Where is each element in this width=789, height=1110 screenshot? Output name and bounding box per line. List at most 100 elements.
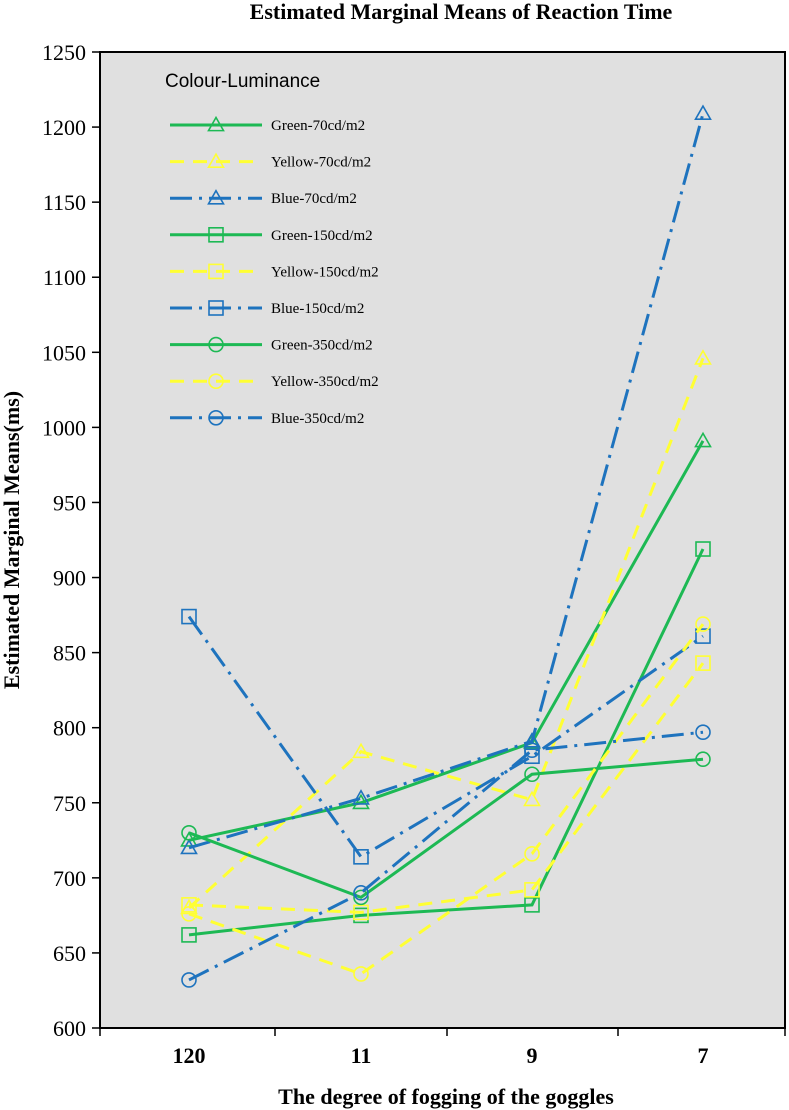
data-point (523, 732, 541, 748)
series-yellow-150cd-m2 (181, 655, 711, 921)
legend-marker (207, 115, 225, 132)
legend-item: Blue-150cd/m2 (170, 300, 364, 317)
data-point (352, 789, 370, 805)
data-point (353, 885, 369, 901)
legend-label: Green-150cd/m2 (271, 228, 373, 244)
legend-label: Blue-150cd/m2 (271, 301, 364, 317)
series-line (188, 548, 705, 937)
series-line (188, 623, 705, 976)
series-line (188, 113, 705, 850)
data-point (524, 766, 540, 783)
legend-item: Green-350cd/m2 (170, 336, 373, 354)
data-point (353, 904, 369, 921)
y-tick-label: 850 (53, 641, 86, 666)
x-tick-label: 7 (698, 1043, 709, 1068)
data-point (694, 431, 712, 448)
series-yellow-70cd-m2 (180, 349, 712, 915)
data-point (695, 628, 711, 644)
legend-item: Blue-350cd/m2 (170, 409, 364, 427)
series-line (187, 357, 705, 909)
data-point (352, 742, 370, 759)
legend-item: Yellow-150cd/m2 (170, 263, 379, 280)
legend-label: Green-350cd/m2 (271, 338, 373, 354)
series-line (188, 662, 705, 914)
legend-label: Yellow-150cd/m2 (271, 264, 379, 280)
y-tick-label: 650 (53, 941, 86, 966)
series-line (188, 730, 704, 982)
data-point (523, 790, 541, 807)
data-point (695, 724, 711, 740)
y-tick-label: 1000 (42, 415, 86, 440)
legend-marker (208, 227, 224, 243)
legend-marker (207, 152, 225, 169)
legend-label: Blue-350cd/m2 (271, 411, 364, 427)
legend-marker (207, 189, 225, 205)
legend-label: Blue-70cd/m2 (271, 191, 357, 207)
series-yellow-350cd-m2 (181, 616, 711, 982)
legend-title: Colour-Luminance (165, 71, 320, 92)
y-tick-label: 950 (53, 490, 86, 515)
y-tick-label: 1100 (43, 265, 86, 290)
data-point (353, 966, 369, 982)
legend-marker (208, 263, 224, 280)
series-blue-350cd-m2 (181, 724, 711, 988)
data-point (694, 349, 712, 365)
data-point (695, 616, 711, 632)
y-axis-title: Estimated Marginal Means(ms) (0, 391, 24, 689)
series-lines (180, 104, 712, 988)
data-point (352, 793, 370, 810)
data-point (695, 751, 711, 768)
data-point (181, 608, 197, 625)
y-tick-label: 1150 (43, 190, 86, 215)
y-tick-label: 900 (53, 566, 86, 591)
x-tick-label: 120 (173, 1043, 206, 1068)
data-point (694, 104, 712, 120)
data-point (524, 897, 540, 913)
data-point (181, 897, 197, 913)
data-point (353, 849, 369, 865)
data-point (181, 927, 197, 943)
y-tick-label: 1200 (42, 115, 86, 140)
data-point (181, 824, 197, 841)
legend-label: Yellow-350cd/m2 (271, 374, 379, 390)
y-axis: 600 650 700 750 800 850 900 950 1000 1050 1100 1150… (42, 40, 100, 1041)
series-green-350cd-m2 (181, 751, 711, 906)
legend-label: Yellow-70cd/m2 (271, 155, 371, 171)
chart-title: Estimated Marginal Means of Reaction Tim… (250, 0, 673, 24)
series-green-150cd-m2 (181, 541, 711, 943)
data-point (524, 846, 540, 862)
legend-item: Yellow-350cd/m2 (170, 373, 379, 390)
legend-marker (208, 300, 224, 316)
data-point (181, 906, 197, 922)
legend-marker (208, 409, 224, 426)
data-point (524, 882, 540, 898)
y-tick-label: 800 (53, 716, 86, 741)
y-tick-label: 750 (53, 791, 86, 816)
series-line (188, 757, 704, 900)
y-tick-label: 1050 (42, 340, 86, 365)
data-point (181, 972, 197, 988)
legend-item: Green-150cd/m2 (170, 227, 373, 244)
legend-marker (208, 336, 224, 353)
data-point (180, 898, 198, 915)
series-blue-70cd-m2 (180, 104, 712, 855)
x-tick-label: 11 (351, 1043, 372, 1068)
y-tick-label: 1250 (42, 40, 86, 65)
plot-area (99, 51, 786, 1029)
data-point (524, 742, 540, 759)
series-line (187, 615, 704, 859)
legend-marker (208, 373, 224, 390)
legend-item: Green-70cd/m2 (170, 115, 365, 134)
legend-label: Green-70cd/m2 (271, 118, 365, 134)
data-point (695, 655, 711, 671)
data-point (695, 541, 711, 557)
legend-item: Yellow-70cd/m2 (170, 152, 371, 171)
x-axis-title: The degree of fogging of the goggles (278, 1084, 614, 1109)
legend: Colour-Luminance Green-70cd/m2 Yellow-70c… (165, 71, 379, 427)
data-point (180, 838, 198, 855)
x-axis: 120 11 9 7 (99, 1028, 786, 1068)
x-tick-label: 9 (527, 1043, 538, 1068)
legend-item: Blue-70cd/m2 (170, 189, 357, 207)
y-tick-label: 700 (53, 866, 86, 891)
